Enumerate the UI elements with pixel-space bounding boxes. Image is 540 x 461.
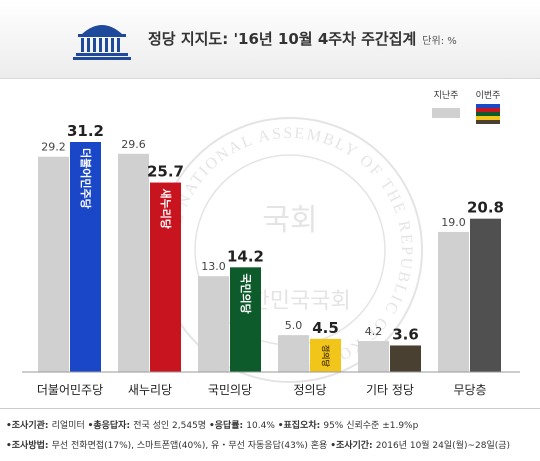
x-axis-labels: 더불어민주당 새누리당 국민의당 정의당 기타 정당 무당층 [37, 383, 487, 397]
bar-previous-0 [38, 156, 69, 372]
bar-previous-4 [358, 341, 389, 372]
value-label-previous-1: 29.6 [121, 138, 146, 151]
value-label-current-4: 3.6 [392, 325, 419, 343]
footer-value: 95% 신뢰수준 ±1.9%p [323, 421, 419, 431]
x-tick-label-3: 정의당 [293, 383, 326, 397]
x-tick-label-1: 새누리당 [128, 383, 172, 397]
bar-party-label-2: 국민의당 [239, 273, 253, 313]
bar-current-1 [150, 182, 181, 372]
watermark-center-text: 국회 [262, 203, 317, 238]
legend-label-previous: 지난주 [434, 90, 459, 101]
value-label-previous-2: 13.0 [201, 260, 226, 273]
bar-party-label-1: 새누리당 [159, 189, 173, 229]
footer-label: •응답률: [208, 421, 247, 431]
header: 정당 지지도: '16년 10월 4주차 주간집계 단위: % [0, 0, 540, 79]
footer-value: 무선 전화면접(17%), 스마트폰앱(40%), 유・무선 자동응답(43%)… [51, 441, 331, 451]
footer-line-2: •조사방법: 무선 전화면접(17%), 스마트폰앱(40%), 유・무선 자동… [6, 438, 510, 451]
value-label-current-3: 4.5 [312, 319, 339, 337]
x-tick-label-5: 무당층 [453, 383, 486, 397]
legend-label-current: 이번주 [476, 90, 501, 101]
footer-label: •표집오차: [277, 421, 324, 431]
value-label-current-0: 31.2 [67, 122, 104, 140]
legend-swatch-current-1 [476, 108, 500, 112]
value-label-previous-0: 29.2 [41, 141, 66, 154]
bar-chart: THE NATIONAL ASSEMBLY OF THE REPUBLIC OF… [22, 90, 520, 397]
value-label-previous-5: 19.0 [441, 216, 466, 229]
national-assembly-icon [73, 25, 131, 60]
footer-label: •조사기관: [6, 421, 52, 431]
chart-title: 정당 지지도: '16년 10월 4주차 주간집계 단위: % [148, 30, 457, 48]
bar-current-2 [230, 267, 261, 372]
x-tick-label-2: 국민의당 [208, 383, 252, 397]
bar-previous-1 [118, 153, 149, 372]
bar-current-3 [310, 338, 341, 372]
x-tick-label-0: 더불어민주당 [37, 383, 103, 397]
bar-current-5 [470, 218, 501, 372]
bar-party-label-0: 더불어민주당 [79, 148, 93, 209]
footer-value: 10.4% [246, 421, 278, 431]
bar-current-0 [70, 142, 101, 372]
footer-value: 2016년 10월 24일(월)~28일(금) [375, 441, 511, 451]
value-label-previous-4: 4.2 [365, 325, 383, 338]
bar-previous-2 [198, 276, 229, 372]
legend-swatch-current-4 [476, 120, 500, 124]
footer: •조사기관: 리얼미터 •총응답자: 전국 성인 2,545명 •응답률: 10… [0, 408, 540, 461]
footer-line-1: •조사기관: 리얼미터 •총응답자: 전국 성인 2,545명 •응답률: 10… [6, 418, 418, 431]
footer-label: •조사방법: [6, 441, 52, 451]
footer-value: 전국 성인 2,545명 [133, 421, 209, 431]
bars: 29.231.2 더불어민주당 29.625.7 새누리당 13.014.2 국민의당 5.… [38, 122, 504, 372]
legend-swatch-current-0 [476, 104, 500, 108]
legend-swatch-current-2 [476, 112, 500, 116]
legend: 지난주 이번주 [432, 90, 500, 124]
value-label-current-2: 14.2 [227, 247, 264, 265]
unit-label: 단위: % [422, 36, 457, 47]
bar-current-4 [390, 345, 421, 372]
footer-value: 리얼미터 [51, 421, 88, 431]
bar-party-label-3: 정의당 [321, 345, 331, 368]
footer-label: •조사기간: [330, 441, 376, 451]
bar-previous-5 [438, 231, 469, 372]
x-tick-label-4: 기타 정당 [366, 383, 414, 397]
value-label-current-5: 20.8 [467, 199, 504, 217]
value-label-current-1: 25.7 [147, 163, 184, 181]
legend-swatch-previous [432, 108, 460, 118]
bar-previous-3 [278, 335, 309, 372]
footer-label: •총응답자: [87, 421, 134, 431]
value-label-previous-3: 5.0 [285, 319, 303, 332]
legend-swatch-current-3 [476, 116, 500, 120]
